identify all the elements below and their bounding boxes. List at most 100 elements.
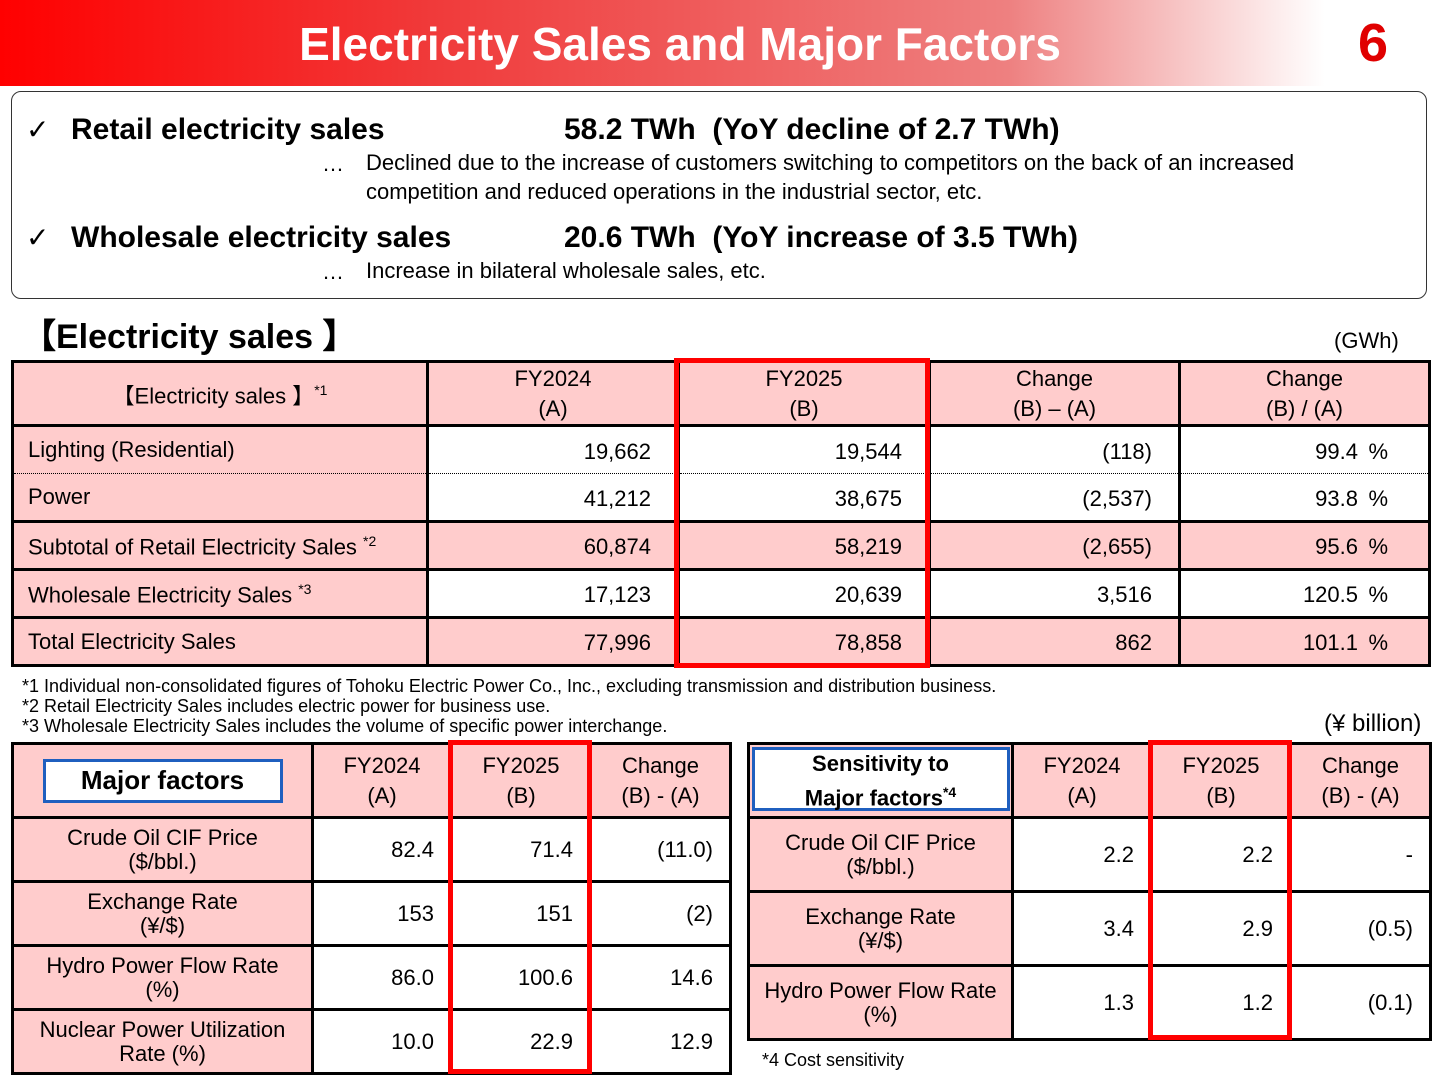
cell-fy2025: 2.2 <box>1150 816 1292 893</box>
cell-fy2024: 1.3 <box>1011 964 1153 1041</box>
col-header-change-ratio: Change (B) / (A) <box>1178 360 1431 427</box>
cell-fy2024: 60,874 <box>426 520 680 571</box>
cell-change: 12.9 <box>589 1008 732 1075</box>
ellipsis-icon: … <box>322 259 344 284</box>
table-header-row: 【Electricity sales 】*1 FY2024 (A) FY2025 (… <box>11 360 1431 427</box>
col-header-line1: Change <box>1265 365 1344 391</box>
cell-fy2024: 77,996 <box>426 616 680 667</box>
cell-change-diff: 862 <box>928 616 1181 667</box>
table-header-row: Sensitivity to Major factors*4 FY2024 (A) … <box>747 742 1432 819</box>
row-label: Power <box>11 473 429 523</box>
col-header-line1: FY2025 <box>765 365 843 391</box>
col-header-line1: Change <box>1015 365 1094 391</box>
table-row: Hydro Power Flow Rate (%) 86.0 100.6 14.6 <box>11 944 732 1011</box>
row-label: Hydro Power Flow Rate (%) <box>747 964 1014 1041</box>
col-header-fy2024: FY2024 (A) <box>426 360 680 427</box>
cell-fy2025: 19,544 <box>677 424 931 474</box>
col-header-line2: (A) <box>538 395 568 421</box>
table-row: Exchange Rate (¥/$) 153 151 (2) <box>11 880 732 947</box>
table-header-row: Major factors FY2024 (A) FY2025 (B) Change… <box>11 742 732 819</box>
ellipsis-icon: … <box>322 151 344 176</box>
cell-fy2024: 3.4 <box>1011 890 1153 967</box>
cell-fy2024: 2.2 <box>1011 816 1153 893</box>
cell-change-diff: 3,516 <box>928 568 1181 619</box>
retail-sales-value: 58.2 TWh (YoY decline of 2.7 TWh) <box>564 113 1060 146</box>
col-header-fy2025: FY2025 (B) <box>450 742 592 819</box>
percent-sign: % <box>1368 439 1388 464</box>
cell-change: (0.1) <box>1289 964 1432 1041</box>
footnote-ref: *3 <box>298 581 312 597</box>
row-label: Crude Oil CIF Price ($/bbl.) <box>11 816 314 883</box>
row-label: Nuclear Power Utilization Rate (%) <box>11 1008 314 1075</box>
cell-fy2025: 1.2 <box>1150 964 1292 1041</box>
cell-fy2025: 20,639 <box>677 568 931 619</box>
col-header-fy2025: FY2025 (B) <box>677 360 931 427</box>
cell-fy2024: 86.0 <box>311 944 453 1011</box>
cell-fy2024: 82.4 <box>311 816 453 883</box>
electricity-sales-table: 【Electricity sales 】*1 FY2024 (A) FY2025 (… <box>11 360 1431 667</box>
row-label: Total Electricity Sales <box>11 616 429 667</box>
table-row: Crude Oil CIF Price ($/bbl.) 82.4 71.4 (1… <box>11 816 732 883</box>
table-row: Lighting (Residential) 19,662 19,544 (11… <box>11 424 1431 474</box>
wholesale-sales-value: 20.6 TWh (YoY increase of 3.5 TWh) <box>564 221 1078 254</box>
wholesale-sales-label: Wholesale electricity sales <box>71 221 452 254</box>
table-row: Crude Oil CIF Price ($/bbl.) 2.2 2.2 - <box>747 816 1432 893</box>
percent-sign: % <box>1368 534 1388 559</box>
row-label: Exchange Rate (¥/$) <box>11 880 314 947</box>
col-header-change: Change (B) - (A) <box>1289 742 1432 819</box>
cell-change: 14.6 <box>589 944 732 1011</box>
major-factors-corner: Major factors <box>11 742 314 819</box>
cell-change: - <box>1289 816 1432 893</box>
col-header-line2: (B) <box>789 395 819 421</box>
cell-change-diff: (2,655) <box>928 520 1181 571</box>
cell-fy2025: 71.4 <box>450 816 592 883</box>
page-header: Electricity Sales and Major Factors 6 <box>0 0 1440 86</box>
row-label: Subtotal of Retail Electricity Sales *2 <box>11 520 429 571</box>
cell-change-ratio: 93.8% <box>1178 473 1431 523</box>
cell-change-ratio: 120.5% <box>1178 568 1431 619</box>
table-row: Hydro Power Flow Rate (%) 1.3 1.2 (0.1) <box>747 964 1432 1041</box>
row-label: Hydro Power Flow Rate (%) <box>11 944 314 1011</box>
factors-unit: (¥ billion) <box>1324 710 1422 737</box>
cell-fy2024: 10.0 <box>311 1008 453 1075</box>
percent-sign: % <box>1368 582 1388 607</box>
table-row: Power 41,212 38,675 (2,537) 93.8% <box>11 473 1431 523</box>
section-title-electricity-sales: 【Electricity sales 】 <box>22 318 357 356</box>
table-row: Wholesale Electricity Sales *3 17,123 20… <box>11 568 1431 619</box>
page-title: Electricity Sales and Major Factors <box>299 18 1061 70</box>
row-label: Lighting (Residential) <box>11 424 429 474</box>
cell-fy2025: 151 <box>450 880 592 947</box>
table-row-subtotal: Subtotal of Retail Electricity Sales *2 … <box>11 520 1431 571</box>
col-header-change-diff: Change (B) – (A) <box>928 360 1181 427</box>
cell-change: (2) <box>589 880 732 947</box>
col-header-line2: (B) / (A) <box>1266 395 1343 421</box>
summary-box: ✓ Retail electricity sales 58.2 TWh (YoY… <box>11 91 1427 299</box>
cell-change-diff: (118) <box>928 424 1181 474</box>
col-header-fy2024: FY2024 (A) <box>1011 742 1153 819</box>
corner-sup: *1 <box>314 382 328 399</box>
row-label: Wholesale Electricity Sales *3 <box>11 568 429 619</box>
cell-change: (0.5) <box>1289 890 1432 967</box>
cell-change-ratio: 101.1% <box>1178 616 1431 667</box>
col-header-fy2025: FY2025 (B) <box>1150 742 1292 819</box>
cell-change-ratio: 99.4% <box>1178 424 1431 474</box>
cell-fy2024: 17,123 <box>426 568 680 619</box>
footnote-3: *3 Wholesale Electricity Sales includes … <box>22 716 668 736</box>
col-header-fy2024: FY2024 (A) <box>311 742 453 819</box>
col-header-line2: (B) – (A) <box>1012 395 1097 421</box>
cell-fy2025: 58,219 <box>677 520 931 571</box>
footnote-2: *2 Retail Electricity Sales includes ele… <box>22 696 551 716</box>
major-factors-table: Major factors FY2024 (A) FY2025 (B) Change… <box>11 742 732 1075</box>
cell-fy2025: 100.6 <box>450 944 592 1011</box>
cell-change-diff: (2,537) <box>928 473 1181 523</box>
row-label: Crude Oil CIF Price ($/bbl.) <box>747 816 1014 893</box>
retail-sales-label: Retail electricity sales <box>71 113 385 146</box>
corner-header: 【Electricity sales 】*1 <box>11 360 429 427</box>
checkmark-icon: ✓ <box>26 114 50 145</box>
sales-unit: (GWh) <box>1334 328 1399 353</box>
cell-change: (11.0) <box>589 816 732 883</box>
page-number: 6 <box>1357 13 1388 73</box>
footnote-ref: *2 <box>363 533 377 549</box>
sensitivity-table: Sensitivity to Major factors*4 FY2024 (A) … <box>747 742 1432 1041</box>
row-label: Exchange Rate (¥/$) <box>747 890 1014 967</box>
